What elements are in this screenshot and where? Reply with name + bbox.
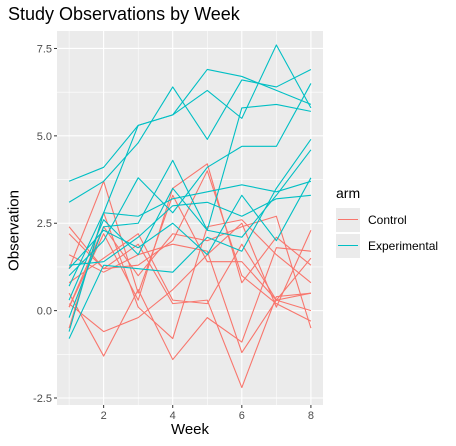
y-tick-label: 5.0 [37, 131, 52, 143]
series-line-experimental-19 [68, 139, 312, 339]
legend-item-control: Control [334, 207, 438, 233]
series-line-control-7 [68, 170, 312, 322]
y-tick-label: -2.5 [33, 393, 52, 405]
series-line-control-3 [68, 215, 312, 329]
series-line-experimental-15 [68, 83, 312, 277]
y-tick-label: 2.5 [37, 218, 52, 230]
legend: arm Control Experimental [334, 185, 438, 259]
y-tick-label: 7.5 [37, 43, 52, 55]
series-line-experimental-12 [68, 68, 312, 203]
legend-label-control: Control [368, 213, 407, 227]
series-line-control-6 [68, 233, 312, 305]
series-line-experimental-16 [68, 180, 312, 332]
x-tick-label: 2 [101, 410, 107, 422]
legend-key-experimental [336, 234, 360, 258]
plot-panel [57, 31, 323, 405]
legend-title: arm [336, 185, 361, 201]
series-line-experimental-11 [68, 68, 312, 182]
legend-item-experimental: Experimental [334, 233, 438, 259]
series-line-experimental-18 [68, 177, 312, 270]
legend-label-experimental: Experimental [368, 239, 439, 253]
series-line-experimental-20 [68, 149, 312, 301]
x-tick-label: 6 [239, 410, 245, 422]
x-axis-label: Week [170, 421, 210, 438]
x-tick-label: 4 [170, 410, 176, 422]
series-line-control-8 [68, 180, 312, 312]
y-tick-label: 0.0 [37, 306, 52, 318]
chart-title: Study Observations by Week [8, 4, 240, 24]
y-axis-label: Observation [5, 190, 23, 271]
series-line-control-4 [68, 247, 311, 361]
series-line-control-9 [68, 243, 312, 354]
series-line-control-5 [68, 163, 312, 308]
x-tick-label: 8 [308, 410, 314, 422]
series-line-experimental-13 [68, 44, 312, 287]
legend-key-control [336, 208, 360, 232]
series-line-control-10 [68, 212, 312, 340]
